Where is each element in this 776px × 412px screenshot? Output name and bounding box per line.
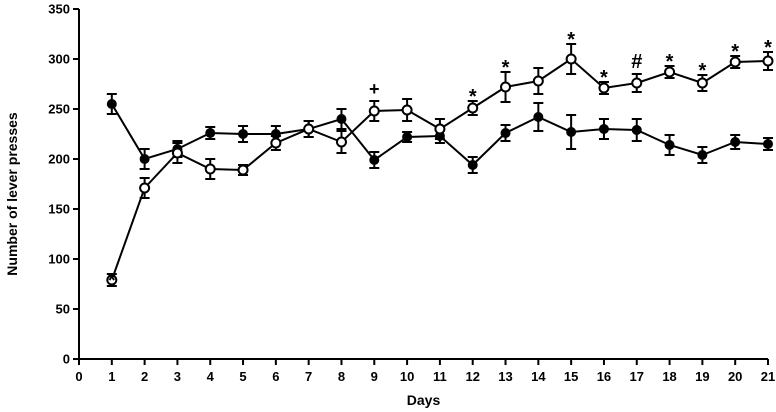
data-point — [664, 140, 675, 150]
significance-marker: * — [502, 57, 510, 79]
y-tick-label: 300 — [48, 52, 70, 67]
data-point — [696, 77, 708, 89]
x-tick-label: 15 — [564, 369, 578, 384]
y-tick-label: 50 — [56, 302, 70, 317]
data-point — [500, 128, 511, 138]
data-point — [205, 128, 216, 138]
x-tick-label: 16 — [597, 369, 611, 384]
x-tick-label: 9 — [371, 369, 378, 384]
y-tick-label: 0 — [63, 352, 70, 367]
data-point — [434, 123, 446, 135]
x-tick-label: 18 — [662, 369, 676, 384]
x-tick-label: 10 — [400, 369, 414, 384]
data-point — [139, 154, 150, 164]
significance-marker: * — [764, 37, 772, 59]
series-1 — [106, 93, 773, 174]
data-point — [664, 66, 676, 78]
series-2 — [106, 43, 774, 287]
x-tick-label: 1 — [108, 369, 115, 384]
significance-marker: * — [666, 51, 674, 73]
data-point — [598, 82, 610, 94]
y-tick-label: 250 — [48, 102, 70, 117]
x-tick-label: 6 — [272, 369, 279, 384]
data-point — [204, 163, 216, 175]
data-point — [532, 75, 544, 87]
data-point — [500, 81, 512, 93]
data-point — [369, 155, 380, 165]
data-point — [533, 112, 544, 122]
data-point — [303, 123, 315, 135]
significance-marker: * — [731, 41, 739, 63]
data-point — [401, 104, 413, 116]
data-point — [730, 137, 741, 147]
x-tick-label: 0 — [75, 369, 82, 384]
y-tick-label: 200 — [48, 152, 70, 167]
series-layer — [106, 43, 774, 287]
data-point — [729, 56, 741, 68]
data-point — [139, 182, 151, 194]
significance-marker: + — [369, 79, 380, 99]
significance-marker: # — [631, 51, 642, 73]
x-tick-label: 13 — [498, 369, 512, 384]
data-point — [335, 136, 347, 148]
data-point — [237, 164, 249, 176]
x-tick-label: 17 — [630, 369, 644, 384]
x-tick-label: 11 — [433, 369, 447, 384]
data-point — [106, 274, 118, 286]
significance-marker: * — [698, 60, 706, 82]
y-tick-label: 100 — [48, 252, 70, 267]
x-tick-label: 19 — [695, 369, 709, 384]
y-tick-label: 350 — [48, 2, 70, 17]
data-point — [598, 124, 609, 134]
x-tick-label: 20 — [728, 369, 742, 384]
data-point — [368, 105, 380, 117]
data-point — [171, 147, 183, 159]
annotation-layer: * + * * * * # * * * * — [108, 29, 772, 292]
x-tick-label: 14 — [531, 369, 546, 384]
y-tick-label: 150 — [48, 202, 70, 217]
x-tick-label: 12 — [465, 369, 479, 384]
x-tick-label: 2 — [141, 369, 148, 384]
significance-marker: * — [108, 270, 116, 292]
data-point — [402, 132, 413, 142]
data-point — [565, 53, 577, 65]
x-tick-label: 5 — [239, 369, 246, 384]
data-point — [631, 77, 643, 89]
data-point — [697, 150, 708, 160]
x-tick-label: 8 — [338, 369, 345, 384]
data-point — [467, 160, 478, 170]
data-point — [467, 102, 479, 114]
data-point — [270, 137, 282, 149]
significance-marker: * — [469, 86, 477, 108]
x-axis-label: Days — [407, 392, 441, 408]
data-point — [566, 127, 577, 137]
data-point — [631, 125, 642, 135]
data-point — [106, 99, 117, 109]
y-axis-label: Number of lever presses — [4, 112, 20, 276]
x-tick-label: 4 — [207, 369, 215, 384]
data-point — [763, 139, 773, 149]
significance-marker: * — [567, 29, 575, 51]
x-tick-label: 21 — [761, 369, 775, 384]
significance-marker: * — [600, 67, 608, 89]
x-tick-label: 7 — [305, 369, 312, 384]
data-point — [762, 55, 774, 67]
data-point — [336, 114, 347, 124]
x-tick-label: 3 — [174, 369, 181, 384]
data-point — [238, 129, 249, 139]
